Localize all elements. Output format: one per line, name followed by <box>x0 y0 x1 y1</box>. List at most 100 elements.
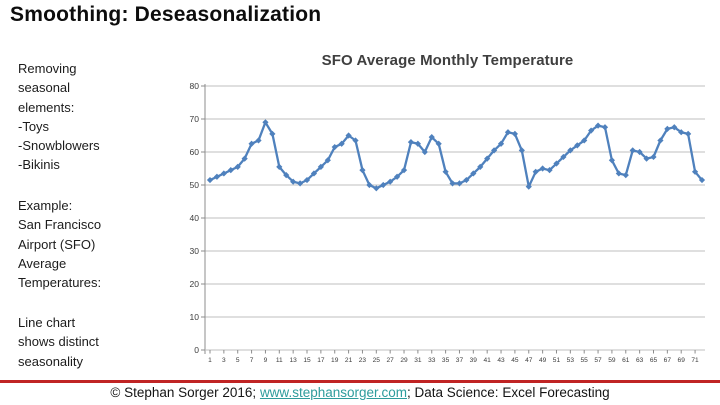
svg-text:35: 35 <box>442 357 450 364</box>
data-point-marker <box>442 168 449 175</box>
data-point-marker <box>463 176 470 184</box>
data-point-marker <box>269 130 276 137</box>
data-point-marker <box>518 147 525 154</box>
data-point-marker <box>497 140 505 147</box>
data-point-marker <box>594 122 602 129</box>
svg-text:53: 53 <box>567 357 575 364</box>
data-point-marker <box>449 180 456 187</box>
temperature-series <box>206 119 706 192</box>
svg-text:1: 1 <box>208 357 212 364</box>
sidebar-block-example: Example: San Francisco Airport (SFO) Ave… <box>18 196 101 292</box>
data-point-marker <box>470 170 477 177</box>
data-point-marker <box>608 157 616 164</box>
svg-text:19: 19 <box>331 357 339 364</box>
data-point-marker <box>636 148 643 156</box>
data-point-marker <box>234 163 241 170</box>
sidebar-text-line: Airport (SFO) <box>18 236 96 252</box>
data-point-marker <box>650 153 657 161</box>
footer-course-text: ; Data Science: Excel Forecasting <box>407 385 610 400</box>
svg-text:37: 37 <box>456 357 464 364</box>
data-point-marker <box>206 176 214 184</box>
svg-text:10: 10 <box>190 312 200 322</box>
sidebar-block-linechart: Line chart shows distinct seasonality <box>18 313 99 371</box>
data-point-marker <box>546 167 553 174</box>
sidebar-text-line: San Francisco <box>18 217 102 233</box>
x-axis-tick-labels: 1 3 5 7 9 11 13 15 17 19 21 23 25 27 29 31 33 35 37 39 41 43 4… <box>208 357 699 364</box>
data-point-marker <box>664 125 671 132</box>
data-point-marker <box>601 124 609 131</box>
data-point-marker <box>685 130 692 137</box>
svg-text:49: 49 <box>539 357 547 364</box>
svg-text:63: 63 <box>636 357 644 364</box>
data-point-marker <box>671 124 678 131</box>
svg-text:25: 25 <box>373 357 381 364</box>
data-point-marker <box>588 127 595 134</box>
svg-text:29: 29 <box>400 357 408 364</box>
sidebar-text-line: elements: <box>18 99 75 115</box>
data-point-marker <box>698 176 706 184</box>
svg-text:67: 67 <box>664 357 672 364</box>
temperature-chart: SFO Average Monthly Temperature 0 10 20 30 4… <box>180 48 715 373</box>
svg-text:5: 5 <box>236 357 240 364</box>
svg-text:43: 43 <box>497 357 505 364</box>
sidebar-text-line: -Toys <box>18 118 50 134</box>
data-point-marker <box>629 147 636 154</box>
series-line <box>208 121 704 190</box>
svg-text:65: 65 <box>650 357 658 364</box>
svg-text:59: 59 <box>608 357 616 364</box>
sidebar-text-line: Line chart <box>18 315 76 330</box>
data-point-marker <box>317 163 324 170</box>
footer-website-link[interactable]: www.stephansorger.com <box>259 385 408 400</box>
data-point-marker <box>380 181 387 189</box>
svg-text:17: 17 <box>317 357 325 364</box>
footer-credit: © Stephan Sorger 2016; www.stephansorger… <box>0 385 720 400</box>
svg-text:57: 57 <box>594 357 602 364</box>
sidebar-text-line: shows distinct <box>18 334 99 350</box>
sidebar-text-line: -Snowblowers <box>18 138 100 154</box>
data-point-marker <box>373 185 380 192</box>
sidebar-text-line: Example: <box>18 198 73 213</box>
data-point-marker <box>657 137 664 144</box>
data-point-marker <box>581 137 588 144</box>
sidebar-text-line: Temperatures: <box>18 275 102 291</box>
data-point-marker <box>407 139 415 146</box>
svg-text:15: 15 <box>303 357 311 364</box>
svg-text:30: 30 <box>190 246 200 256</box>
svg-text:61: 61 <box>622 357 630 364</box>
sidebar-text-line: seasonal <box>18 80 71 96</box>
gridlines <box>205 85 705 318</box>
svg-text:39: 39 <box>470 357 478 364</box>
svg-text:60: 60 <box>190 147 200 157</box>
data-point-marker <box>345 132 352 139</box>
data-point-marker <box>248 140 255 147</box>
data-point-marker <box>678 129 685 136</box>
red-divider-line <box>0 380 720 383</box>
footer-copyright-text: © Stephan Sorger 2016; <box>110 385 260 400</box>
svg-text:71: 71 <box>691 357 699 364</box>
svg-text:0: 0 <box>194 345 199 355</box>
data-point-marker <box>484 155 491 162</box>
data-point-marker <box>525 183 532 190</box>
slide-title: Smoothing: Deseasonalization <box>10 3 322 26</box>
data-point-marker <box>414 140 421 147</box>
svg-text:21: 21 <box>345 357 353 364</box>
data-point-marker <box>276 163 283 170</box>
svg-text:13: 13 <box>289 357 297 364</box>
svg-text:47: 47 <box>525 357 533 364</box>
data-point-marker <box>421 148 428 156</box>
svg-text:31: 31 <box>414 357 422 364</box>
data-point-marker <box>213 173 221 180</box>
svg-text:51: 51 <box>553 357 561 364</box>
data-point-marker <box>622 172 629 179</box>
sidebar-block-removing: Removing seasonal elements: -Toys -Snowb… <box>18 59 100 175</box>
data-point-marker <box>456 180 463 187</box>
svg-text:33: 33 <box>428 357 436 364</box>
data-point-marker <box>567 147 574 154</box>
svg-text:69: 69 <box>678 357 686 364</box>
chart-title: SFO Average Monthly Temperature <box>321 52 574 69</box>
data-point-marker <box>615 170 622 177</box>
svg-text:23: 23 <box>359 357 367 364</box>
data-point-marker <box>241 155 248 162</box>
